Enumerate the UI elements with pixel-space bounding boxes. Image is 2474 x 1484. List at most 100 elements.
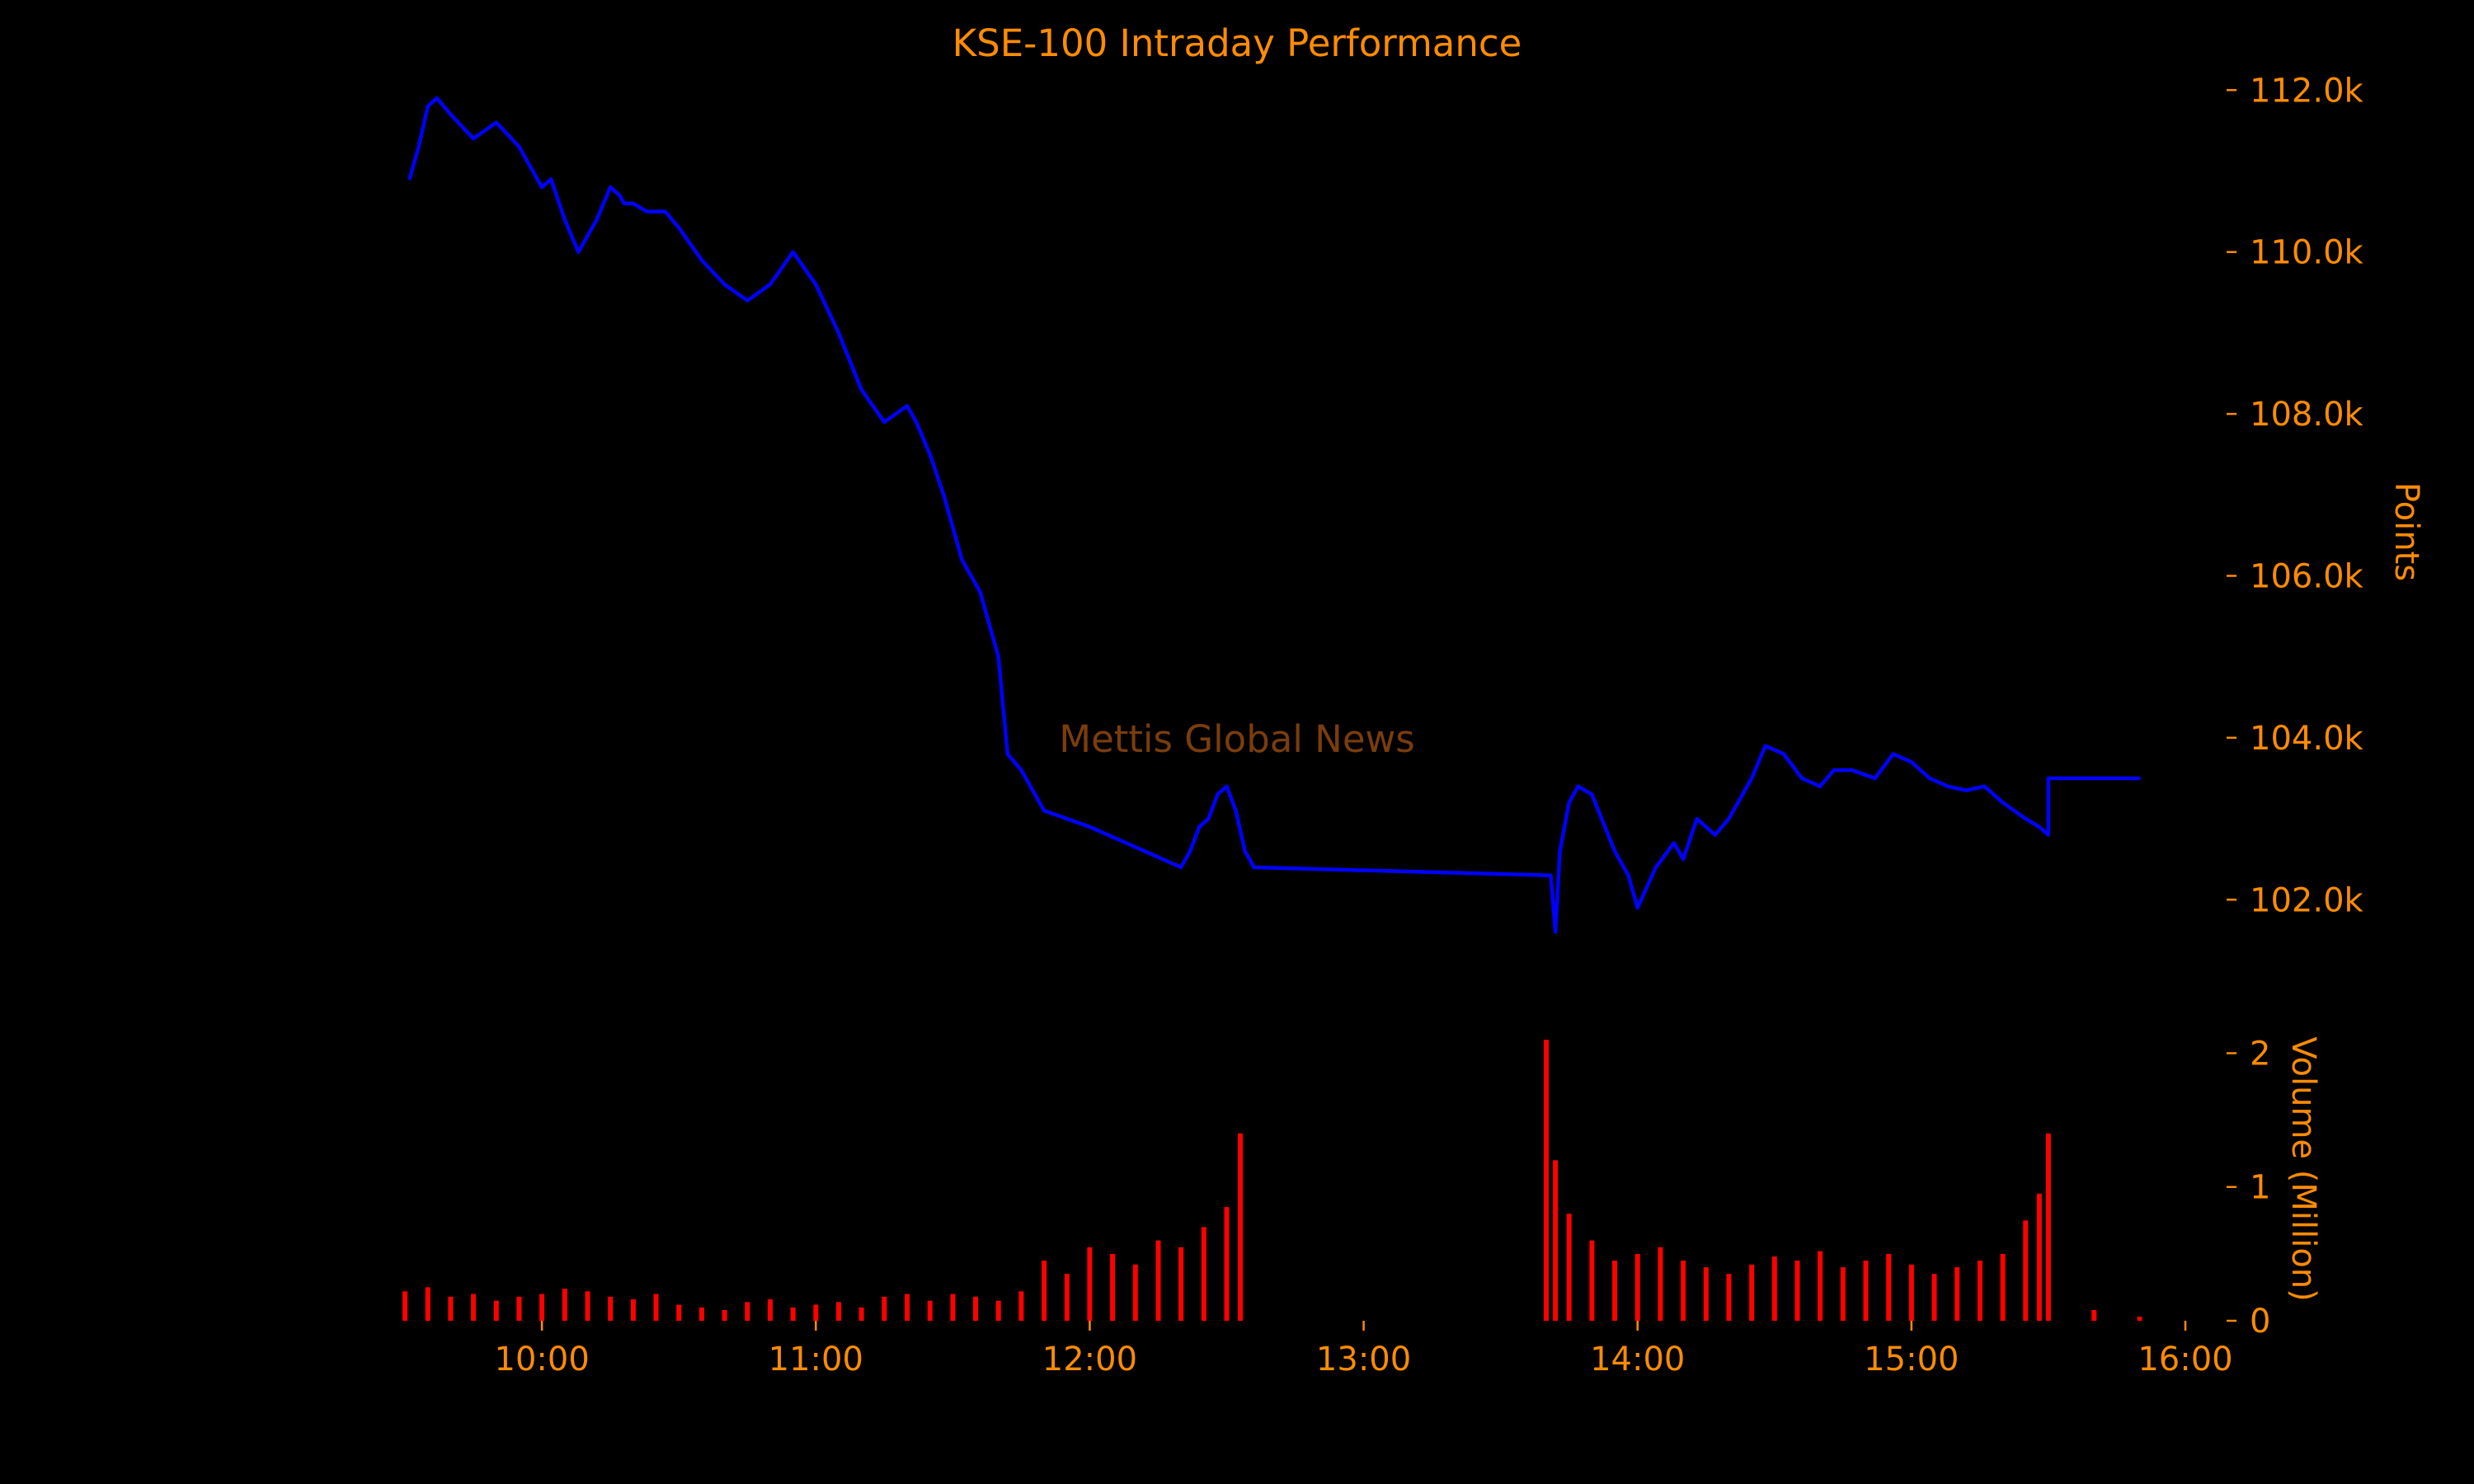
price-point: [609, 186, 612, 189]
price-tick-label: 108.0k: [2250, 396, 2364, 434]
x-tick-label: 11:00: [769, 1341, 863, 1378]
volume-bar: [745, 1302, 750, 1321]
volume-bar: [767, 1299, 773, 1321]
volume-bar: [836, 1302, 841, 1321]
volume-bar: [2045, 1133, 2051, 1321]
price-point: [2024, 817, 2027, 820]
price-point: [1982, 785, 1986, 788]
price-point: [960, 558, 963, 561]
price-point: [417, 145, 421, 148]
volume-bar: [1553, 1160, 1559, 1321]
price-point: [1613, 849, 1616, 852]
volume-bar: [1863, 1261, 1869, 1321]
price-point: [882, 420, 886, 424]
volume-bar: [1954, 1267, 1960, 1321]
price-point: [1681, 857, 1685, 861]
price-point: [1590, 793, 1593, 796]
price-tick-label: 110.0k: [2250, 234, 2364, 272]
price-point: [1714, 834, 1717, 837]
volume-bar: [995, 1300, 1001, 1321]
price-point: [2047, 834, 2050, 837]
price-point: [1125, 842, 1128, 844]
price-point: [2001, 801, 2005, 804]
price-point: [1800, 777, 1804, 780]
price-axis: 102.0k 104.0k 106.0k 108.0k 110.0k 112.0k: [2227, 72, 2364, 919]
price-point: [664, 210, 667, 214]
price-point: [1188, 849, 1192, 852]
price-point: [1042, 809, 1046, 812]
volume-bar: [790, 1307, 796, 1321]
price-line: [407, 96, 2140, 934]
price-point: [1244, 849, 1247, 852]
price-point: [1577, 785, 1580, 788]
price-point: [942, 493, 945, 496]
price-point: [1019, 768, 1023, 772]
price-point: [1892, 753, 1895, 755]
price-tick-label: 106.0k: [2250, 557, 2364, 595]
price-point: [540, 186, 543, 189]
volume-tick-label: 2: [2250, 1035, 2270, 1073]
volume-bar: [1794, 1261, 1800, 1321]
price-point: [1197, 825, 1201, 829]
volume-tick-label: 1: [2250, 1169, 2270, 1207]
volume-bar: [585, 1291, 590, 1321]
price-point: [1764, 744, 1767, 748]
price-point: [1750, 777, 1753, 780]
volume-bar: [1634, 1253, 1640, 1321]
volume-bars: [402, 1040, 2142, 1322]
volume-bar: [2091, 1310, 2097, 1321]
price-axis-label: Points: [2387, 482, 2425, 581]
price-point: [1107, 834, 1110, 837]
x-tick-label: 14:00: [1590, 1341, 1685, 1378]
price-point: [1206, 817, 1210, 820]
x-tick-label: 13:00: [1316, 1341, 1411, 1378]
volume-bar: [1703, 1267, 1709, 1321]
chart-title: KSE-100 Intraday Performance: [952, 21, 1522, 65]
volume-bar: [1018, 1291, 1024, 1321]
volume-bar: [698, 1307, 704, 1321]
price-point: [618, 194, 621, 197]
volume-bar: [2023, 1220, 2029, 1321]
price-point: [1832, 768, 1836, 772]
volume-bar: [516, 1296, 522, 1321]
price-point: [655, 210, 657, 214]
price-point: [1946, 785, 1950, 788]
price-point: [449, 113, 452, 116]
volume-bar: [471, 1294, 477, 1321]
volume-bar: [1087, 1247, 1093, 1322]
volume-bar: [973, 1296, 978, 1321]
volume-bar: [1544, 1040, 1549, 1321]
volume-bar: [493, 1300, 499, 1321]
volume-bar: [858, 1307, 864, 1321]
x-tick-label: 16:00: [2138, 1341, 2232, 1378]
volume-bar: [1042, 1261, 1047, 1321]
volume-bar: [1612, 1261, 1617, 1321]
volume-bar: [950, 1294, 956, 1321]
price-point: [1654, 866, 1658, 869]
volume-bar: [1840, 1267, 1846, 1321]
watermark-text: Mettis Global News: [1059, 717, 1415, 761]
price-point: [1006, 753, 1009, 755]
price-point: [1818, 785, 1822, 788]
price-point: [814, 283, 817, 286]
price-point: [1928, 777, 1931, 780]
price-series: [407, 96, 2142, 934]
price-point: [1636, 906, 1639, 909]
price-point: [929, 453, 932, 456]
price-point: [2038, 825, 2041, 829]
price-point: [1225, 785, 1228, 788]
price-point: [576, 251, 580, 254]
volume-bar: [562, 1289, 567, 1321]
volume-bar: [882, 1296, 887, 1321]
price-point: [1627, 874, 1630, 877]
price-point: [1964, 789, 1968, 792]
price-point: [435, 96, 439, 100]
volume-bar: [608, 1296, 614, 1321]
volume-bar: [2036, 1193, 2042, 1321]
volume-bar: [1566, 1214, 1572, 1321]
price-point: [1143, 849, 1146, 852]
volume-bar: [1681, 1261, 1686, 1321]
volume-bar: [1589, 1240, 1595, 1321]
price-point: [632, 202, 635, 205]
price-point: [1874, 777, 1877, 780]
